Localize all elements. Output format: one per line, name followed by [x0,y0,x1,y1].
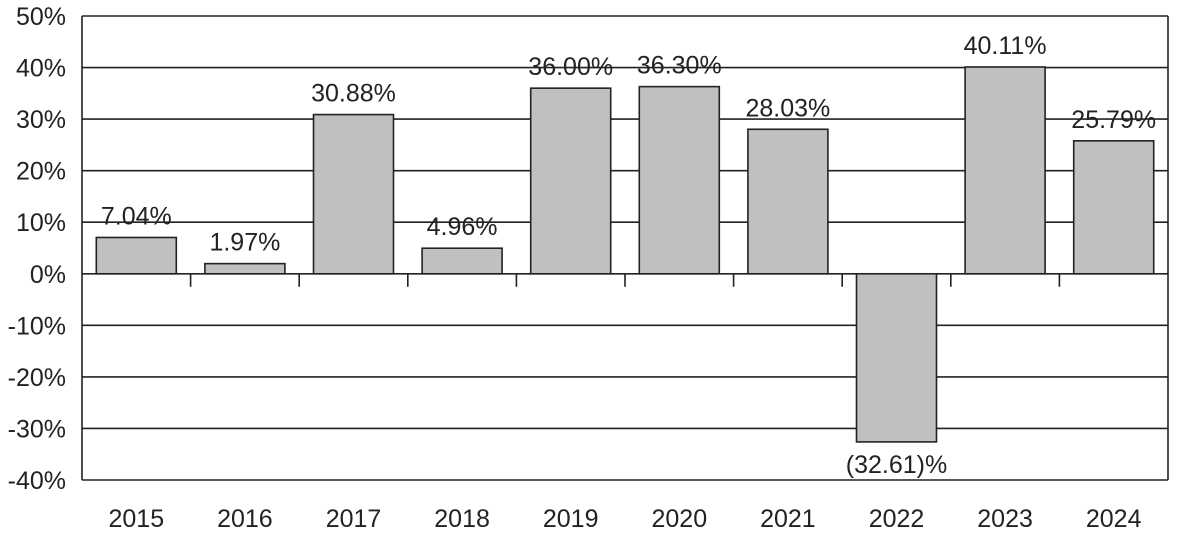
y-tick-label: 50% [16,3,66,31]
bar [747,128,829,275]
y-tick-label: 10% [16,209,66,237]
x-tick-label: 2018 [434,505,490,533]
bar [1072,140,1155,275]
x-tick-label: 2023 [977,505,1033,533]
x-tick-label: 2016 [217,505,273,533]
y-tick-label: -30% [8,415,66,443]
labels-layer: 50% 40% 30% 20% 10% 0% -10% -20% -30% -40% 7.04% 20… [8,3,1156,533]
x-tick-label: 2020 [651,505,707,533]
x-tick-label: 2021 [760,505,816,533]
y-tick-label: -20% [8,364,66,392]
y-tick-label: 30% [16,106,66,134]
bars-layer [95,66,1155,443]
y-tick-label: 40% [16,55,66,83]
data-label: 7.04% [101,202,172,230]
bar [638,85,721,275]
bar [855,272,938,443]
bar [312,113,395,275]
data-label: 28.03% [746,94,831,122]
data-label: 40.11% [964,32,1047,60]
x-tick-label: 2022 [869,505,925,533]
x-tick-label: 2017 [326,505,382,533]
y-tick-label: 20% [16,158,66,186]
bar [421,247,503,275]
data-label: 36.00% [528,53,613,81]
bar [529,87,612,275]
data-label: 25.79% [1071,106,1156,134]
data-label: (32.61)% [846,451,947,479]
y-tick-label: 0% [30,261,66,289]
x-tick-label: 2019 [543,505,599,533]
y-tick-label: -10% [8,312,66,340]
data-label: 4.96% [427,213,498,241]
axis-layer [81,16,1169,480]
x-tick-label: 2015 [108,505,164,533]
data-label: 1.97% [209,229,280,257]
x-tick-label: 2024 [1086,505,1142,533]
bar [964,66,1046,275]
data-label: 36.30% [637,52,722,80]
y-tick-label: -40% [8,467,66,495]
bar [95,236,178,275]
bar [204,262,286,275]
data-label: 30.88% [311,80,396,108]
